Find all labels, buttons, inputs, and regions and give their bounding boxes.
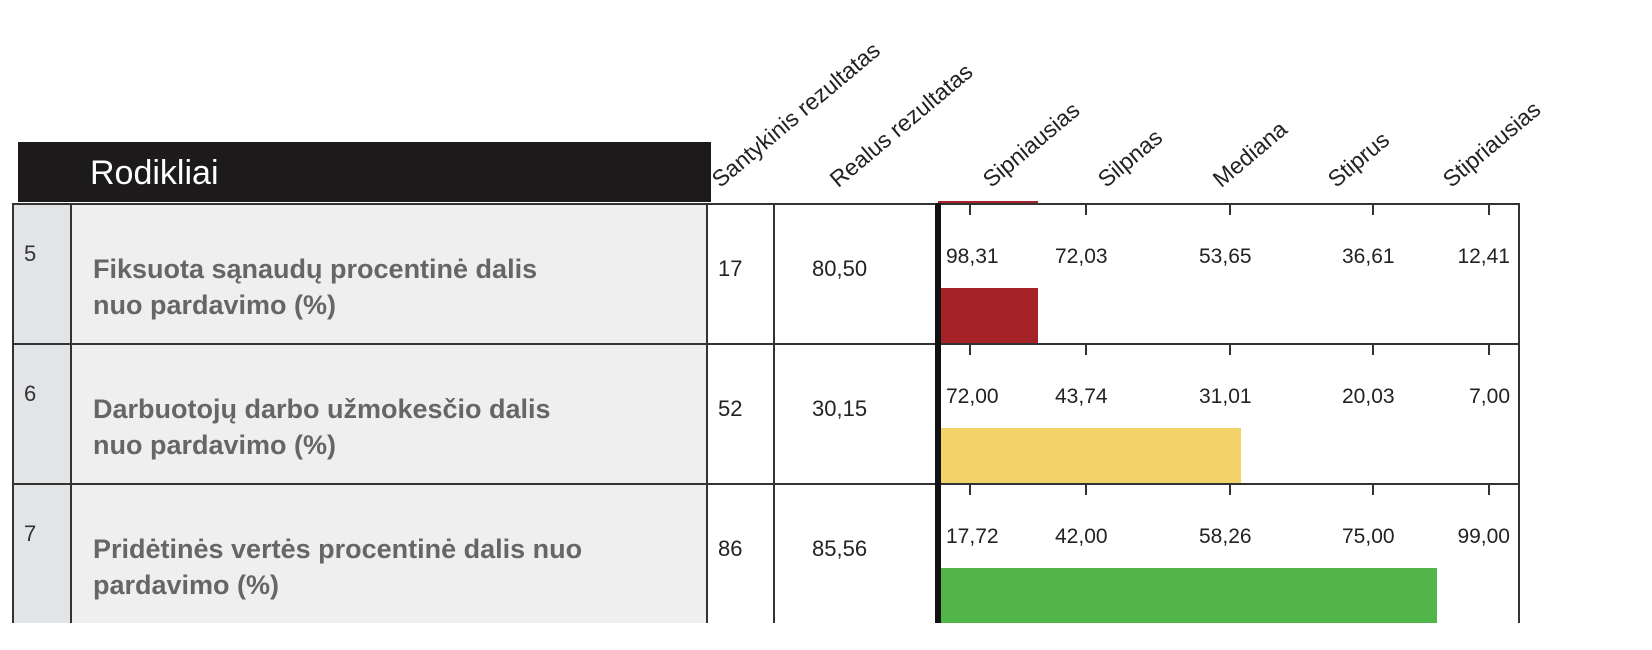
threshold: 20,03: [1342, 385, 1395, 408]
row-name: Pridėtinės vertės procentinė dalis nuo: [93, 534, 583, 564]
accent: [938, 201, 1038, 204]
name-cell: [70, 203, 706, 343]
row-number: 7: [24, 521, 37, 546]
row-name: pardavimo (%): [93, 570, 280, 600]
tick: [1372, 343, 1374, 355]
column-header: Sipniausias: [977, 96, 1085, 193]
tick: [1085, 343, 1087, 355]
threshold: 72,03: [1055, 245, 1108, 268]
threshold: 43,74: [1055, 385, 1108, 408]
threshold: 75,00: [1342, 525, 1395, 548]
tick: [1488, 483, 1490, 495]
column-line: [1518, 203, 1520, 623]
column-line: [12, 203, 14, 623]
tick: [969, 203, 971, 215]
score-bar: [940, 568, 1438, 623]
threshold: 36,61: [1342, 245, 1395, 268]
tick: [969, 483, 971, 495]
tick: [1229, 203, 1231, 215]
score-bar: [940, 428, 1241, 483]
actual-value: 80,50: [812, 256, 868, 281]
actual-value: 30,15: [812, 396, 868, 421]
tick: [969, 343, 971, 355]
tick: [1229, 483, 1231, 495]
tick: [1372, 483, 1374, 495]
column-header: Stipriausias: [1437, 95, 1546, 193]
threshold: 12,41: [1457, 245, 1510, 268]
row-line: [12, 483, 1518, 485]
axis-line: [935, 203, 941, 623]
number-cell: [12, 203, 70, 343]
column-line: [70, 203, 72, 623]
tick: [1488, 343, 1490, 355]
threshold: 42,00: [1055, 525, 1108, 548]
threshold: 7,00: [1469, 385, 1510, 408]
column-header: Stiprus: [1322, 126, 1395, 193]
row-name: Darbuotojų darbo užmokesčio dalis: [93, 394, 551, 424]
threshold: 72,00: [946, 385, 999, 408]
tick: [1229, 343, 1231, 355]
score-bar: [940, 288, 1039, 343]
tick: [1085, 203, 1087, 215]
name-cell: [70, 343, 706, 483]
threshold: 17,72: [946, 525, 999, 548]
number-cell: [12, 343, 70, 483]
actual-value: 85,56: [812, 536, 868, 561]
row-line: [12, 203, 1518, 205]
column-header: Mediana: [1207, 115, 1292, 193]
row-name: Fiksuota sąnaudų procentinė dalis: [93, 254, 538, 284]
relative-value: 86: [718, 536, 743, 561]
column-line: [773, 203, 775, 623]
threshold: 98,31: [946, 245, 999, 268]
column-line: [706, 203, 708, 623]
row-name: nuo pardavimo (%): [93, 430, 337, 460]
column-header: Silpnas: [1092, 123, 1168, 193]
threshold: 58,26: [1199, 525, 1252, 548]
number-cell: [12, 483, 70, 623]
row-line: [12, 343, 1518, 345]
row-name: nuo pardavimo (%): [93, 290, 337, 320]
table-header: Rodikliai: [18, 142, 711, 202]
tick: [1372, 203, 1374, 215]
threshold: 31,01: [1199, 385, 1252, 408]
tick: [1085, 483, 1087, 495]
header-title: Rodikliai: [90, 154, 219, 192]
relative-value: 52: [718, 396, 743, 421]
threshold: 53,65: [1199, 245, 1252, 268]
threshold: 99,00: [1457, 525, 1510, 548]
tick: [1488, 203, 1490, 215]
name-cell: [70, 483, 706, 623]
row-number: 5: [24, 241, 37, 266]
row-number: 6: [24, 381, 37, 406]
relative-value: 17: [718, 256, 743, 281]
